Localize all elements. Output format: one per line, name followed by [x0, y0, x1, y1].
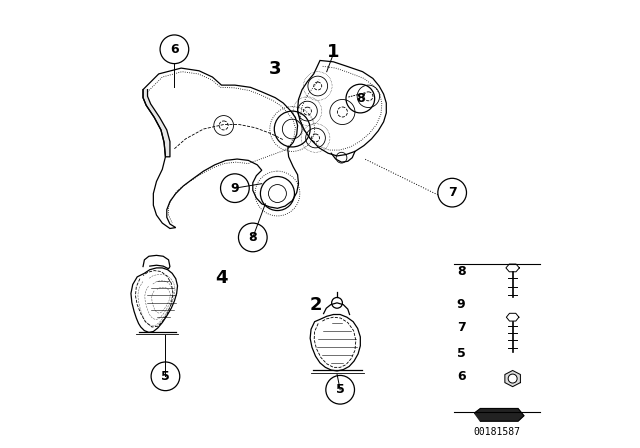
Text: 00181587: 00181587 [474, 427, 520, 437]
Polygon shape [475, 409, 524, 421]
Text: 9: 9 [457, 298, 465, 311]
Text: 5: 5 [336, 383, 344, 396]
Text: 5: 5 [161, 370, 170, 383]
Text: 7: 7 [448, 186, 456, 199]
Text: 8: 8 [248, 231, 257, 244]
Text: 6: 6 [457, 370, 465, 383]
Circle shape [508, 374, 517, 383]
Polygon shape [505, 370, 520, 387]
Text: 8: 8 [457, 264, 465, 278]
Polygon shape [143, 90, 170, 157]
Text: 6: 6 [170, 43, 179, 56]
Text: 9: 9 [230, 181, 239, 195]
Text: 4: 4 [215, 269, 228, 287]
Text: 1: 1 [327, 43, 340, 60]
Text: 8: 8 [356, 92, 365, 105]
Text: 3: 3 [269, 60, 282, 78]
Text: 5: 5 [457, 347, 465, 361]
Text: 7: 7 [457, 320, 465, 334]
Text: 2: 2 [309, 296, 322, 314]
